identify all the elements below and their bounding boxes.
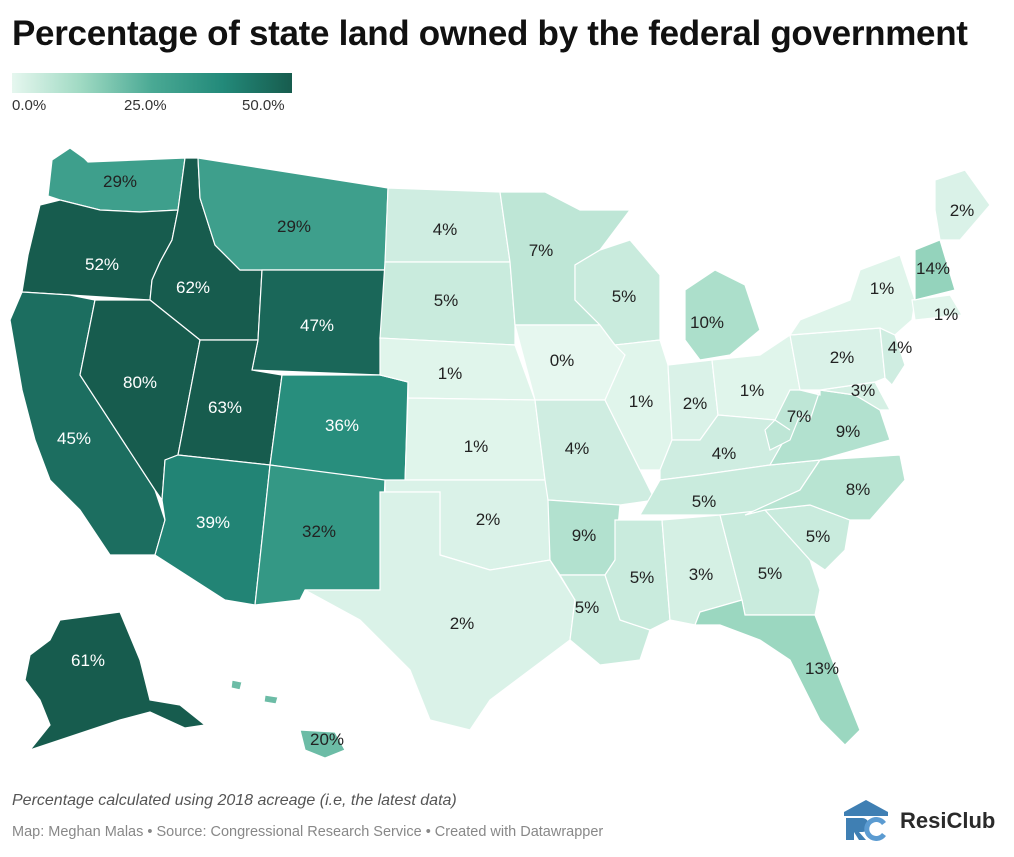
- state-label-north-dakota: 4%: [433, 220, 458, 239]
- state-label-california: 45%: [57, 429, 91, 448]
- legend-labels: 0.0% 25.0% 50.0%: [12, 93, 294, 114]
- state-label-florida: 13%: [805, 659, 839, 678]
- state-label-wisconsin: 5%: [612, 287, 637, 306]
- state-label-missouri: 4%: [565, 439, 590, 458]
- state-label-south-dakota: 5%: [434, 291, 459, 310]
- state-hawaii[interactable]: [230, 679, 346, 759]
- state-label-indiana: 2%: [683, 394, 708, 413]
- state-label-maine: 2%: [950, 201, 975, 220]
- state-new-hampshire[interactable]: [914, 239, 956, 301]
- resiclub-logo-text: ResiClub: [900, 808, 996, 833]
- us-map: 29% 52% 45% 62% 80% 29% 47% 63% 39% 36% 32% 4% 5% 1% 1…: [0, 140, 1014, 780]
- state-label-kentucky: 4%: [712, 444, 737, 463]
- state-label-hawaii: 20%: [310, 730, 344, 749]
- state-michigan[interactable]: [684, 269, 761, 361]
- legend-label-max: 50.0%: [242, 97, 285, 114]
- state-labels: 29% 52% 45% 62% 80% 29% 47% 63% 39% 36% 32% 4% 5% 1% 1…: [57, 172, 974, 749]
- state-label-oregon: 52%: [85, 255, 119, 274]
- state-label-mississippi: 5%: [630, 568, 655, 587]
- legend-gradient: [12, 73, 292, 93]
- state-label-new-mexico: 32%: [302, 522, 336, 541]
- state-label-new-york: 1%: [870, 279, 895, 298]
- us-map-svg: 29% 52% 45% 62% 80% 29% 47% 63% 39% 36% 32% 4% 5% 1% 1…: [9, 147, 991, 759]
- state-label-texas: 2%: [450, 614, 475, 633]
- color-legend: 0.0% 25.0% 50.0%: [12, 73, 294, 114]
- state-massachusetts[interactable]: [911, 294, 963, 321]
- state-montana[interactable]: [197, 157, 389, 271]
- state-label-north-carolina: 8%: [846, 480, 871, 499]
- state-label-utah: 63%: [208, 398, 242, 417]
- state-label-iowa: 0%: [550, 351, 575, 370]
- state-label-maryland: 3%: [851, 381, 876, 400]
- state-label-washington: 29%: [103, 172, 137, 191]
- state-label-nebraska: 1%: [438, 364, 463, 383]
- state-label-georgia: 5%: [758, 564, 783, 583]
- resiclub-logo: ResiClub: [840, 794, 1010, 846]
- state-label-west-virginia: 7%: [787, 407, 812, 426]
- state-label-montana: 29%: [277, 217, 311, 236]
- state-label-new-hampshire: 14%: [916, 259, 950, 278]
- state-label-massachusetts: 1%: [934, 305, 959, 324]
- state-label-louisiana: 5%: [575, 598, 600, 617]
- state-south-dakota[interactable]: [379, 261, 516, 346]
- state-label-colorado: 36%: [325, 416, 359, 435]
- state-florida[interactable]: [694, 599, 861, 746]
- state-label-oklahoma: 2%: [476, 510, 501, 529]
- state-label-michigan: 10%: [690, 313, 724, 332]
- state-label-nevada: 80%: [123, 373, 157, 392]
- state-label-wyoming: 47%: [300, 316, 334, 335]
- state-label-south-carolina: 5%: [806, 527, 831, 546]
- state-illinois[interactable]: [604, 339, 673, 471]
- state-label-pennsylvania: 2%: [830, 348, 855, 367]
- state-new-york[interactable]: [788, 254, 916, 336]
- state-label-ohio: 1%: [740, 381, 765, 400]
- state-texas[interactable]: [304, 491, 576, 731]
- footnote: Percentage calculated using 2018 acreage…: [12, 792, 457, 809]
- state-label-idaho: 62%: [176, 278, 210, 297]
- resiclub-logo-icon: [844, 800, 888, 841]
- state-label-arizona: 39%: [196, 513, 230, 532]
- state-label-arkansas: 9%: [572, 526, 597, 545]
- state-shapes: [9, 147, 991, 759]
- state-label-minnesota: 7%: [529, 241, 554, 260]
- state-label-kansas: 1%: [464, 437, 489, 456]
- state-north-carolina[interactable]: [744, 454, 906, 521]
- map-title: Percentage of state land owned by the fe…: [12, 14, 968, 53]
- state-wyoming[interactable]: [251, 269, 386, 376]
- source-byline: Map: Meghan Malas • Source: Congressiona…: [12, 824, 604, 840]
- state-label-new-jersey: 4%: [888, 338, 913, 357]
- state-label-alabama: 3%: [689, 565, 714, 584]
- legend-label-mid: 25.0%: [124, 97, 167, 114]
- state-label-illinois: 1%: [629, 392, 654, 411]
- state-alaska[interactable]: [24, 611, 207, 752]
- state-maine[interactable]: [934, 169, 991, 241]
- state-label-tennessee: 5%: [692, 492, 717, 511]
- state-label-virginia: 9%: [836, 422, 861, 441]
- state-label-alaska: 61%: [71, 651, 105, 670]
- legend-label-min: 0.0%: [12, 97, 47, 114]
